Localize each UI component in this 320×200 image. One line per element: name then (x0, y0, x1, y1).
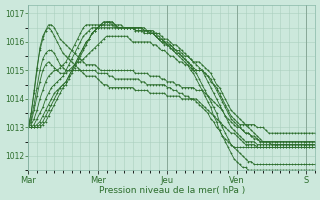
X-axis label: Pression niveau de la mer( hPa ): Pression niveau de la mer( hPa ) (99, 186, 245, 195)
